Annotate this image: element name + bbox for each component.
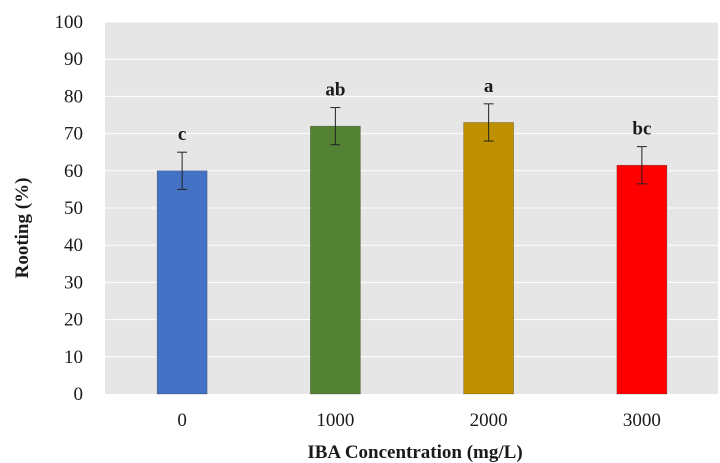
x-axis-tick-labels: 0 1000 2000 3000 [177, 410, 661, 431]
bar [463, 122, 514, 395]
bar [156, 170, 208, 395]
y-axis-title: Rooting (%) [12, 178, 33, 279]
bar [310, 125, 361, 395]
significance-letters: c ab a bc [178, 76, 651, 145]
y-tick-label: 20 [64, 310, 83, 331]
bars [156, 122, 668, 395]
x-tick-label: 0 [177, 410, 187, 431]
y-tick-label: 40 [64, 235, 83, 256]
significance-letter: a [484, 76, 494, 97]
significance-letter: bc [632, 119, 651, 140]
y-axis-tick-labels: 0 10 20 30 40 50 60 70 80 90 100 [55, 12, 84, 405]
x-axis-title: IBA Concentration (mg/L) [307, 442, 522, 463]
error-bars [177, 103, 647, 190]
bar [616, 164, 668, 395]
significance-letter: ab [325, 80, 345, 101]
x-tick-label: 2000 [470, 410, 508, 431]
gridlines [105, 21, 718, 358]
y-tick-label: 100 [55, 12, 84, 33]
y-tick-label: 0 [74, 384, 84, 405]
y-tick-label: 30 [64, 272, 83, 293]
y-tick-label: 60 [64, 161, 83, 182]
x-tick-label: 3000 [623, 410, 661, 431]
y-tick-label: 70 [64, 124, 83, 145]
x-tick-label: 1000 [316, 410, 354, 431]
significance-letter: c [178, 124, 186, 145]
y-tick-label: 10 [64, 347, 83, 368]
y-tick-label: 80 [64, 86, 83, 107]
y-tick-label: 90 [64, 49, 83, 70]
y-tick-label: 50 [64, 198, 83, 219]
